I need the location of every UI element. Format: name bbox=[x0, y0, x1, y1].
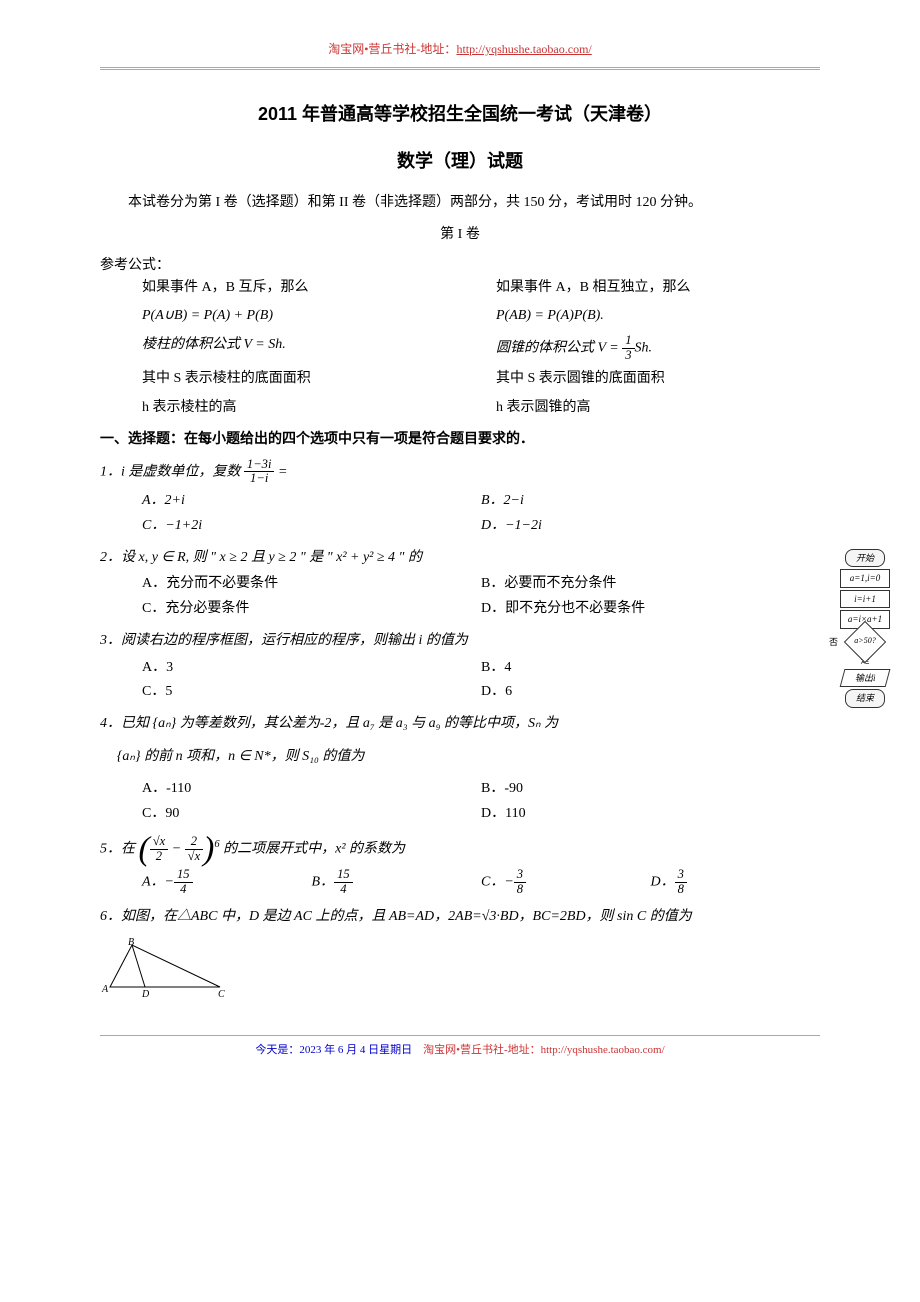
question-4: 4．已知 {aₙ} 为等差数列，其公差为-2，且 a₇ 是 a₃ 与 a₉ 的等… bbox=[100, 713, 820, 827]
formula-row-4: h 表示棱柱的高 h 表示圆锥的高 bbox=[100, 397, 820, 419]
question-1: 1．i 是虚数单位，复数 1−3i1−i = A．2+i B．2−i C．−1+… bbox=[100, 458, 820, 539]
page-subtitle: 数学（理）试题 bbox=[100, 147, 820, 176]
flowchart-output: 输出i bbox=[840, 669, 891, 687]
q5-opt-c: C．−38 bbox=[481, 868, 651, 897]
formula-4-right: h 表示圆锥的高 bbox=[496, 397, 820, 419]
q5-opt-b: B．154 bbox=[312, 868, 482, 897]
page-title: 2011 年普通高等学校招生全国统一考试（天津卷） bbox=[100, 100, 820, 129]
flowchart-no-label: 否 bbox=[829, 635, 838, 649]
formula-1-left: P(A∪B) = P(A) + P(B) bbox=[100, 305, 496, 327]
q2-text: 2．设 x, y ∈ R, 则 " x ≥ 2 且 y ≥ 2 " 是 " x²… bbox=[100, 547, 820, 569]
formula-row-1: P(A∪B) = P(A) + P(B) P(AB) = P(A)P(B). bbox=[100, 305, 820, 327]
footer-shop: 淘宝网•营丘书社-地址：http://yqshushe.taobao.com/ bbox=[423, 1044, 665, 1056]
q2-opt-c: C．充分必要条件 bbox=[142, 598, 481, 620]
formula-3-left: 其中 S 表示棱柱的底面面积 bbox=[100, 368, 496, 390]
q1-opt-b: B．2−i bbox=[481, 490, 820, 512]
question-5: 5．在 (√x2 − 2√x)6 的二项展开式中，x² 的系数为 A．−154 … bbox=[100, 835, 820, 898]
intro-text: 本试卷分为第 I 卷（选择题）和第 II 卷（非选择题）两部分，共 150 分，… bbox=[100, 192, 820, 214]
q4-opt-c: C．90 bbox=[142, 803, 481, 825]
footer: 今天是：2023 年 6 月 4 日星期日 淘宝网•营丘书社-地址：http:/… bbox=[100, 1035, 820, 1060]
section1-header: 一、选择题：在每小题给出的四个选项中只有一项是符合题目要求的． bbox=[100, 427, 820, 449]
q2-opt-d: D．即不充分也不必要条件 bbox=[481, 598, 820, 620]
flowchart-cond: 否 a>50? bbox=[843, 631, 887, 653]
header-divider bbox=[100, 67, 820, 70]
formula-2-left: 棱柱的体积公式 V = Sh. bbox=[100, 334, 496, 363]
q4-text-line1: 4．已知 {aₙ} 为等差数列，其公差为-2，且 a₇ 是 a₃ 与 a₉ 的等… bbox=[100, 713, 820, 735]
header-shop-text: 淘宝网•营丘书社-地址： bbox=[328, 42, 456, 56]
header-shop-url[interactable]: http://yqshushe.taobao.com/ bbox=[456, 42, 591, 56]
q3-opt-c: C．5 bbox=[142, 681, 481, 703]
svg-text:C: C bbox=[218, 989, 225, 997]
q6-text: 6．如图，在△ABC 中，D 是边 AC 上的点，且 AB=AD，2AB=√3·… bbox=[100, 906, 820, 928]
q4-opt-b: B．-90 bbox=[481, 778, 820, 800]
formula-row-3: 其中 S 表示棱柱的底面面积 其中 S 表示圆锥的底面面积 bbox=[100, 368, 820, 390]
q1-opt-a: A．2+i bbox=[142, 490, 481, 512]
formula-3-right: 其中 S 表示圆锥的底面面积 bbox=[496, 368, 820, 390]
formulas-label: 参考公式： bbox=[100, 255, 820, 277]
svg-text:B: B bbox=[128, 937, 134, 948]
q5-text: 5．在 (√x2 − 2√x)6 的二项展开式中，x² 的系数为 bbox=[100, 835, 820, 864]
svg-text:D: D bbox=[141, 989, 150, 997]
q5-opt-a: A．−154 bbox=[142, 868, 312, 897]
formula-0-left: 如果事件 A，B 互斥，那么 bbox=[100, 277, 496, 299]
q3-opt-a: A．3 bbox=[142, 657, 481, 679]
flowchart-step1: i=i+1 bbox=[840, 590, 890, 608]
q2-opt-b: B．必要而不充分条件 bbox=[481, 573, 820, 595]
flowchart-start: 开始 bbox=[845, 549, 885, 567]
flowchart-init: a=1,i=0 bbox=[840, 569, 890, 587]
question-3: 3．阅读右边的程序框图，运行相应的程序，则输出 i 的值为 A．3 B．4 C．… bbox=[100, 630, 820, 705]
part1-label: 第 I 卷 bbox=[100, 224, 820, 246]
formula-row-0: 如果事件 A，B 互斥，那么 如果事件 A，B 相互独立，那么 bbox=[100, 277, 820, 299]
footer-date: 今天是：2023 年 6 月 4 日星期日 bbox=[255, 1044, 412, 1056]
header-shop-link: 淘宝网•营丘书社-地址：http://yqshushe.taobao.com/ bbox=[100, 40, 820, 59]
formula-0-right: 如果事件 A，B 相互独立，那么 bbox=[496, 277, 820, 299]
q6-triangle-diagram: A B D C bbox=[100, 937, 230, 997]
formula-row-2: 棱柱的体积公式 V = Sh. 圆锥的体积公式 V = 13Sh. bbox=[100, 334, 820, 363]
q2-opt-a: A．充分而不必要条件 bbox=[142, 573, 481, 595]
q5-opt-d: D．38 bbox=[651, 868, 821, 897]
q4-opt-a: A．-110 bbox=[142, 778, 481, 800]
svg-text:A: A bbox=[101, 984, 109, 995]
q3-opt-b: B．4 bbox=[481, 657, 820, 679]
q4-text-line2: {aₙ} 的前 n 项和，n ∈ N*，则 S₁₀ 的值为 bbox=[100, 746, 820, 768]
question-6: 6．如图，在△ABC 中，D 是边 AC 上的点，且 AB=AD，2AB=√3·… bbox=[100, 906, 820, 1005]
flowchart-end: 结束 bbox=[845, 689, 885, 707]
question-2: 2．设 x, y ∈ R, 则 " x ≥ 2 且 y ≥ 2 " 是 " x²… bbox=[100, 547, 820, 622]
q1-opt-c: C．−1+2i bbox=[142, 515, 481, 537]
q1-opt-d: D．−1−2i bbox=[481, 515, 820, 537]
q1-text: 1．i 是虚数单位，复数 1−3i1−i = bbox=[100, 458, 820, 487]
flowchart: 开始 a=1,i=0 i=i+1 a=i×a+1 否 a>50? 是 输出i 结… bbox=[830, 547, 900, 710]
q3-opt-d: D．6 bbox=[481, 681, 820, 703]
q3-text: 3．阅读右边的程序框图，运行相应的程序，则输出 i 的值为 bbox=[100, 630, 820, 652]
formula-2-right: 圆锥的体积公式 V = 13Sh. bbox=[496, 334, 820, 363]
formula-4-left: h 表示棱柱的高 bbox=[100, 397, 496, 419]
q4-opt-d: D．110 bbox=[481, 803, 820, 825]
formula-1-right: P(AB) = P(A)P(B). bbox=[496, 305, 820, 327]
